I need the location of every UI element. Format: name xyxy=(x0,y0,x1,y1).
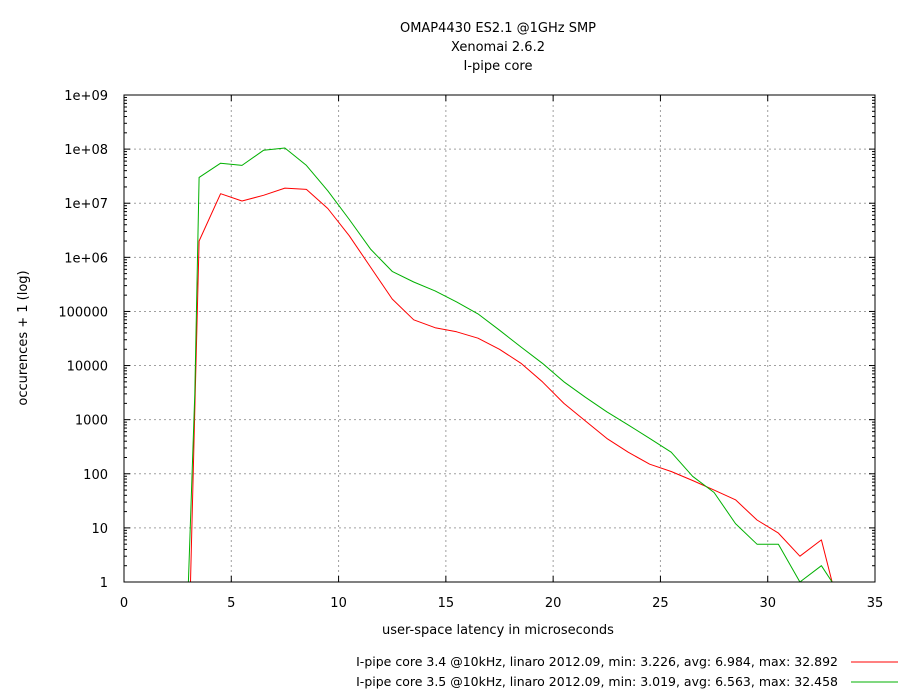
y-tick-label: 10000 xyxy=(67,360,108,375)
y-tick-label: 1 xyxy=(100,576,108,591)
x-tick-label: 35 xyxy=(867,596,884,611)
y-tick-label: 1e+06 xyxy=(64,251,108,266)
y-tick-label: 1e+07 xyxy=(64,197,108,212)
x-axis-label: user-space latency in microseconds xyxy=(382,623,614,638)
legend-label-1: I-pipe core 3.4 @10kHz, linaro 2012.09, … xyxy=(356,654,838,669)
x-tick-label: 15 xyxy=(438,596,455,611)
x-tick-label: 25 xyxy=(652,596,669,611)
plot-frame xyxy=(123,94,876,583)
x-tick-label: 20 xyxy=(545,596,562,611)
chart-title-line-2: Xenomai 2.6.2 xyxy=(451,40,545,55)
x-tick-label: 0 xyxy=(120,596,128,611)
y-tick-label: 1e+09 xyxy=(64,89,108,104)
y-tick-label: 1000 xyxy=(75,414,108,429)
y-tick-label: 100000 xyxy=(58,305,108,320)
series-line-1 xyxy=(190,187,833,583)
axis-ticks: 0 5 10 15 20 25 30 35 1 10 100 1000 10000 100000 1e+06… xyxy=(58,89,883,611)
y-tick-label: 100 xyxy=(83,468,108,483)
chart-title: OMAP4430 ES2.1 @1GHz SMP Xenomai 2.6.2 I… xyxy=(400,21,596,74)
series-layer xyxy=(187,147,833,583)
legend-label-2: I-pipe core 3.5 @10kHz, linaro 2012.09, … xyxy=(356,674,838,689)
y-tick-label: 10 xyxy=(91,522,108,537)
chart-title-line-1: OMAP4430 ES2.1 @1GHz SMP xyxy=(400,21,596,36)
grid-lines xyxy=(124,95,875,582)
chart-title-line-3: I-pipe core xyxy=(464,59,533,74)
legend: I-pipe core 3.4 @10kHz, linaro 2012.09, … xyxy=(356,654,898,689)
y-tick-label: 1e+08 xyxy=(64,143,108,158)
series-line-2 xyxy=(187,147,833,583)
x-tick-label: 30 xyxy=(759,596,776,611)
x-tick-label: 10 xyxy=(330,596,347,611)
x-tick-label: 5 xyxy=(227,596,235,611)
y-axis-label: occurences + 1 (log) xyxy=(16,270,31,405)
